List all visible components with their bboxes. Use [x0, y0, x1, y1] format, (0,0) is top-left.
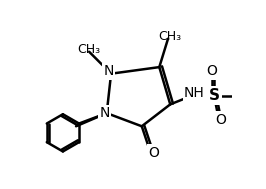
Text: S: S: [209, 88, 219, 103]
Text: O: O: [215, 113, 226, 127]
Text: CH₃: CH₃: [78, 43, 101, 56]
Text: NH: NH: [184, 86, 205, 100]
Text: O: O: [206, 64, 217, 78]
Text: O: O: [148, 146, 159, 160]
Text: CH₃: CH₃: [159, 30, 182, 43]
Text: N: N: [104, 64, 114, 78]
Text: N: N: [99, 106, 110, 120]
